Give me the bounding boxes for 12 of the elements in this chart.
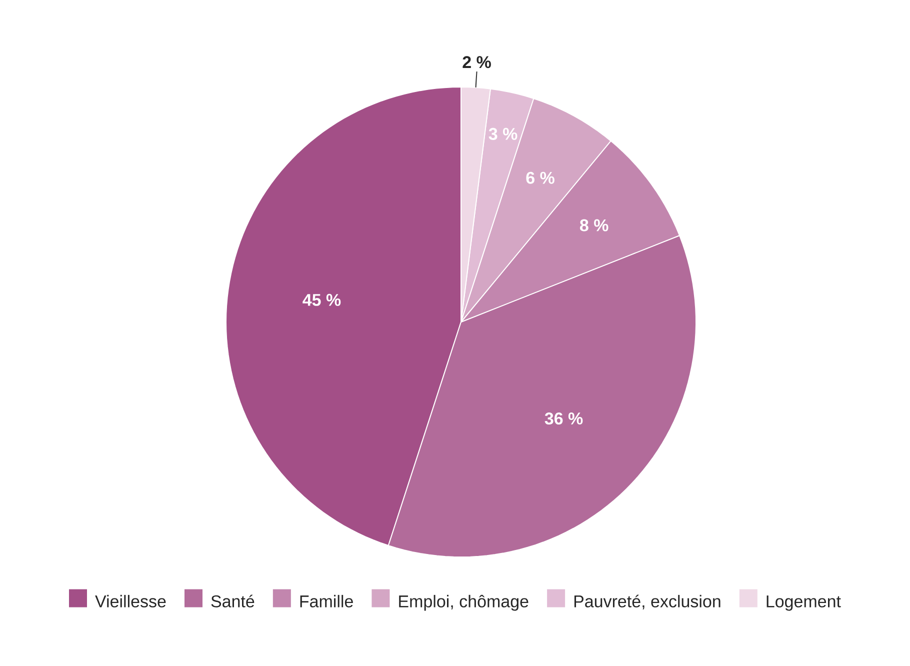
- data-label: 3 %: [488, 128, 518, 140]
- legend-label: Vieillesse: [95, 594, 166, 608]
- legend-label: Emploi, chômage: [399, 594, 528, 611]
- data-label: 8 %: [580, 219, 608, 232]
- data-label: 36 %: [544, 412, 583, 425]
- legend-label: Pauvreté, exclusion: [574, 594, 720, 610]
- legend-label: Santé: [211, 594, 254, 608]
- data-label: 6 %: [526, 172, 554, 184]
- legend-label: Famille: [300, 594, 353, 608]
- data-label: 2 %: [462, 56, 491, 68]
- data-label: 45 %: [302, 294, 341, 306]
- legend-label: Logement: [766, 596, 841, 611]
